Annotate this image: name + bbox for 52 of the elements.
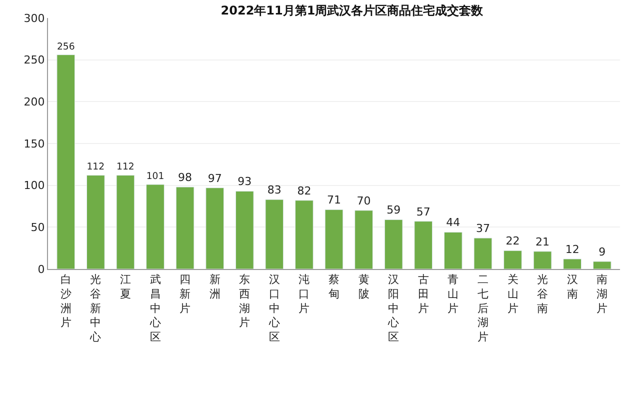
x-tick-label: 南湖片 bbox=[596, 273, 608, 315]
data-label: 112 bbox=[86, 162, 105, 173]
x-tick-label: 古田片 bbox=[418, 273, 429, 315]
x-tick-label: 关山片 bbox=[507, 273, 518, 315]
x-tick-label: 新洲 bbox=[209, 273, 220, 300]
x-tick-label: 光谷新中心 bbox=[89, 273, 102, 344]
x-tick-label: 二七后湖片 bbox=[477, 273, 488, 344]
data-label: 21 bbox=[536, 235, 550, 248]
bar bbox=[444, 232, 462, 269]
data-label: 98 bbox=[178, 171, 192, 184]
bar bbox=[592, 261, 612, 269]
x-tick-label: 汉口中心区 bbox=[268, 273, 280, 344]
x-tick-label: 青山片 bbox=[448, 273, 459, 315]
chart-title: 2022年11月第1周武汉各片区商品住宅成交套数 bbox=[220, 3, 484, 18]
data-label: 44 bbox=[446, 216, 460, 230]
data-label: 256 bbox=[56, 41, 75, 52]
data-label: 22 bbox=[506, 234, 520, 248]
x-tick-label: 黄陂 bbox=[358, 273, 370, 300]
x-tick-label: 东西湖片 bbox=[239, 273, 250, 330]
bar bbox=[504, 250, 522, 269]
bar bbox=[563, 258, 582, 269]
x-tick-label: 江夏 bbox=[120, 273, 131, 300]
data-label: 9 bbox=[598, 245, 606, 258]
x-tick-label: 沌口片 bbox=[298, 273, 310, 315]
y-tick-label: 200 bbox=[24, 96, 45, 109]
x-tick-label: 蔡甸 bbox=[328, 273, 340, 300]
y-tick-label: 300 bbox=[24, 12, 45, 25]
data-label: 83 bbox=[267, 184, 282, 197]
data-label: 71 bbox=[327, 194, 341, 207]
x-tick-label: 四新片 bbox=[180, 273, 191, 315]
x-tick-label: 汉阳中心区 bbox=[387, 273, 400, 344]
data-label: 97 bbox=[208, 172, 222, 185]
data-label: 82 bbox=[297, 184, 312, 198]
x-tick-label: 汉南 bbox=[566, 273, 578, 300]
y-tick-label: 100 bbox=[24, 179, 45, 192]
data-label: 112 bbox=[116, 162, 134, 173]
data-label: 101 bbox=[146, 170, 164, 182]
data-label: 93 bbox=[238, 175, 252, 188]
y-tick-label: 150 bbox=[24, 137, 45, 150]
data-label: 57 bbox=[416, 205, 430, 218]
x-tick-label: 武昌中心区 bbox=[148, 273, 161, 344]
y-tick-label: 50 bbox=[30, 221, 45, 234]
bar bbox=[533, 251, 552, 269]
data-label: 37 bbox=[476, 222, 490, 236]
data-label: 70 bbox=[356, 194, 371, 208]
y-tick-label: 0 bbox=[38, 262, 45, 276]
y-tick-label: 250 bbox=[24, 54, 45, 67]
bar bbox=[474, 238, 492, 269]
x-tick-label: 白沙洲片 bbox=[60, 273, 72, 330]
data-label: 12 bbox=[565, 242, 580, 256]
x-tick-label: 光谷南 bbox=[537, 273, 548, 315]
data-label: 59 bbox=[386, 204, 401, 217]
